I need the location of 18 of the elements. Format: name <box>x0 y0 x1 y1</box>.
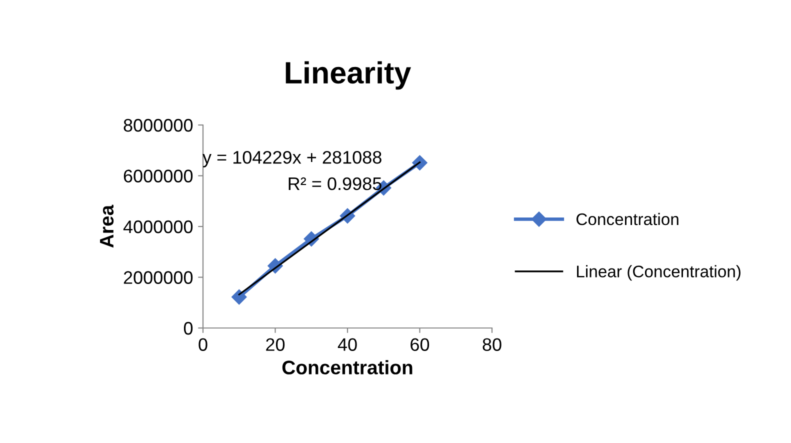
annotation: y = 104229x + 281088 <box>202 150 382 168</box>
legend-label: Linear (Concentration) <box>577 265 740 281</box>
y-tick-label: 0 <box>184 322 193 335</box>
x-tick-label: 0 <box>198 338 208 351</box>
x-tick-label: 80 <box>482 338 502 351</box>
y-axis-title: Area <box>100 204 114 248</box>
x-tick-label: 20 <box>266 338 285 351</box>
y-tick-label: 6000000 <box>124 170 193 182</box>
y-tick-label: 2000000 <box>124 271 193 284</box>
x-tick-label: 40 <box>338 338 357 351</box>
chart-title: Linearity <box>286 61 412 90</box>
y-tick-label: 8000000 <box>124 118 193 132</box>
point <box>232 289 247 305</box>
x-tick-label: 60 <box>410 338 430 351</box>
y-tick-label: 4000000 <box>123 220 193 234</box>
legend-label: Concentration <box>576 212 678 226</box>
annotation: R² = 0.9985 <box>288 177 382 190</box>
x-axis-title: Concentration <box>282 360 412 374</box>
